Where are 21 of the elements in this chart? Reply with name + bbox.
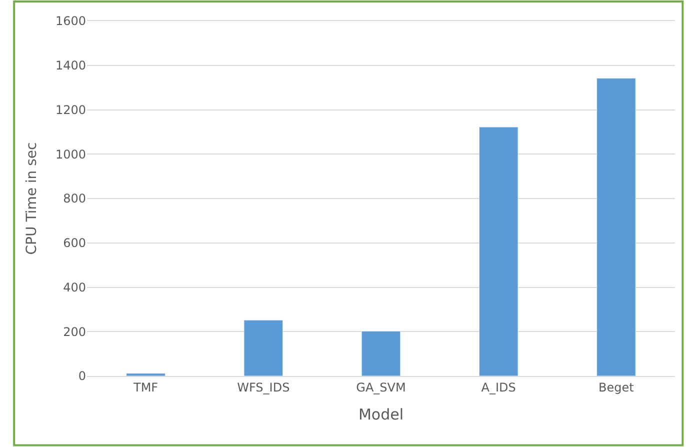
y-tick-label: 400 xyxy=(63,280,86,294)
bar xyxy=(596,78,636,376)
bar xyxy=(244,320,284,376)
x-tick-label: TMF xyxy=(132,380,158,394)
x-tick-label: WFS_IDS xyxy=(237,380,290,394)
x-tick-label: A_IDS xyxy=(481,380,516,394)
y-tick-label: 200 xyxy=(63,324,86,339)
y-tick-label: 1200 xyxy=(55,102,86,117)
y-tick-label: 1600 xyxy=(55,14,86,28)
x-tick-label: Beget xyxy=(598,380,634,394)
y-tick-label: 1000 xyxy=(55,147,86,162)
bar xyxy=(361,330,401,376)
y-tick-label: 0 xyxy=(78,369,86,384)
y-axis-title: CPU Time in sec xyxy=(24,142,40,255)
y-tick-label: 600 xyxy=(63,236,86,250)
x-tick-label: GA_SVM xyxy=(356,380,406,394)
x-axis-title: Model xyxy=(358,405,404,424)
bar xyxy=(126,373,166,376)
y-tick-label: 800 xyxy=(63,192,86,206)
y-tick-label: 1400 xyxy=(55,58,86,73)
bar xyxy=(478,126,518,376)
